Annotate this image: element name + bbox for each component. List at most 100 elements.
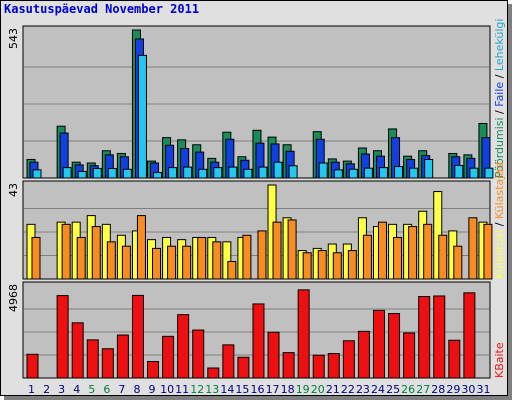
bar-middle-külastajad-day11 [182,245,192,280]
x-tick-label-day27: 27 [416,383,430,396]
bar-middle-külastajad-day9 [152,247,162,280]
bar-middle-külastajad-day16 [257,230,267,280]
x-tick-label-day6: 6 [103,383,110,396]
bar-top-lehekülgi-day18 [288,165,298,179]
x-tick-label-day1: 1 [28,383,35,396]
bar-top-lehekülgi-day1 [32,169,42,179]
bar-middle-külastajad-day24 [377,221,387,280]
x-tick-label-day16: 16 [251,383,265,396]
x-tick-label-day7: 7 [118,383,125,396]
bar-top-lehekülgi-day17 [273,161,283,179]
bar-bottom-kbaite-day28 [433,295,446,379]
bar-middle-külastajad-day7 [121,245,131,280]
bar-bottom-kbaite-day17 [267,331,280,379]
x-tick-label-day4: 4 [73,383,80,396]
x-tick-label-day20: 20 [311,383,325,396]
bar-middle-külastusi-day14 [222,241,232,280]
bar-middle-külastajad-day10 [167,245,177,280]
bar-middle-külastajad-day28 [438,234,448,280]
bar-middle-külastajad-day31 [483,223,493,280]
x-tick-label-day15: 15 [235,383,249,396]
bar-top-lehekülgi-day30 [469,167,479,179]
bar-bottom-kbaite-day29 [448,339,461,379]
x-tick-label-day18: 18 [281,383,295,396]
frame-shadow-right [508,4,512,400]
bar-top-lehekülgi-day22 [348,168,358,179]
bar-middle-külastajad-day4 [76,236,86,280]
frame-shadow-bottom [4,396,512,400]
bar-middle-külastajad-day22 [347,250,357,280]
side-label-pöördumisi: Pöördumisi [493,117,506,178]
bar-middle-külastajad-day8 [136,215,146,280]
bar-top-lehekülgi-day16 [258,166,268,179]
panel-bottom-ymax-label: 4968 [7,284,20,312]
bar-bottom-kbaite-day20 [312,354,325,379]
bar-top-lehekülgi-day26 [409,167,419,179]
x-tick-label-day22: 22 [341,383,355,396]
bar-bottom-kbaite-day12 [192,329,205,379]
bar-bottom-kbaite-day19 [297,289,310,379]
bar-middle-külastajad-day20 [317,250,327,280]
bar-middle-külastajad-day29 [453,245,463,280]
bar-bottom-kbaite-day25 [388,313,401,379]
bar-top-lehekülgi-day9 [153,172,163,179]
bar-bottom-kbaite-day18 [282,352,295,379]
side-label-külastusi: Külastusi [493,230,506,279]
bar-middle-külastajad-day1 [31,236,41,280]
x-tick-label-day26: 26 [401,383,415,396]
bar-middle-külastajad-day23 [362,234,372,280]
bar-bottom-kbaite-day8 [131,294,144,379]
side-label-top: Pöördumisi / Faile / Lehekülgi [493,19,506,178]
bar-bottom-kbaite-day24 [372,309,385,379]
bar-bottom-kbaite-day23 [357,330,370,379]
bar-top-lehekülgi-day7 [122,168,132,179]
x-tick-label-day2: 2 [43,383,50,396]
bar-top-lehekülgi-day14 [228,166,238,179]
x-tick-label-day31: 31 [476,383,490,396]
side-label-kbaite: KBaite [493,342,506,378]
bar-bottom-kbaite-day11 [177,314,190,379]
bar-top-lehekülgi-day12 [198,168,208,179]
bar-middle-külastajad-day14 [227,261,237,280]
bar-top-lehekülgi-day27 [424,158,434,179]
x-tick-label-day3: 3 [58,383,65,396]
bar-middle-külastajad-day3 [61,223,71,280]
bar-middle-külastajad-day19 [302,252,312,280]
x-tick-label-day9: 9 [149,383,156,396]
x-tick-label-day21: 21 [326,383,340,396]
bar-bottom-kbaite-day3 [56,295,69,379]
bar-bottom-kbaite-day14 [222,344,235,379]
bar-bottom-kbaite-day9 [147,361,160,379]
bar-middle-külastajad-day17 [272,221,282,280]
x-tick-label-day5: 5 [88,383,95,396]
bar-top-lehekülgi-day8 [137,54,147,179]
bar-top-lehekülgi-day5 [92,167,102,179]
x-tick-label-day24: 24 [371,383,385,396]
x-tick-label-day17: 17 [266,383,280,396]
x-tick-label-day25: 25 [386,383,400,396]
bar-top-lehekülgi-day11 [183,166,193,179]
x-tick-label-day19: 19 [296,383,310,396]
x-tick-label-day10: 10 [160,383,174,396]
bar-top-lehekülgi-day3 [62,167,72,179]
bar-bottom-kbaite-day4 [71,322,84,379]
bar-middle-külastajad-day30 [468,217,478,280]
bar-top-lehekülgi-day31 [484,167,494,179]
bar-top-lehekülgi-day29 [454,164,464,179]
bar-middle-külastajad-day5 [91,226,101,280]
bar-middle-külastajad-day26 [408,226,418,280]
side-label-bottom: KBaite [493,342,506,378]
x-tick-label-day23: 23 [356,383,370,396]
side-label-middle: Külastusi / Külastajad [493,162,506,279]
bar-top-lehekülgi-day15 [243,168,253,179]
bar-bottom-kbaite-day30 [463,292,476,379]
x-tick-label-day8: 8 [133,383,140,396]
x-tick-label-day14: 14 [220,383,234,396]
panel-middle-ymax-label: 43 [7,183,20,197]
bar-top-lehekülgi-day20 [318,162,328,179]
bar-bottom-kbaite-day13 [207,367,220,379]
bar-bottom-kbaite-day5 [86,339,99,379]
bar-middle-külastajad-day27 [423,223,433,280]
side-label-külastajad: Külastajad [493,162,506,219]
bar-top-lehekülgi-day13 [213,167,223,179]
